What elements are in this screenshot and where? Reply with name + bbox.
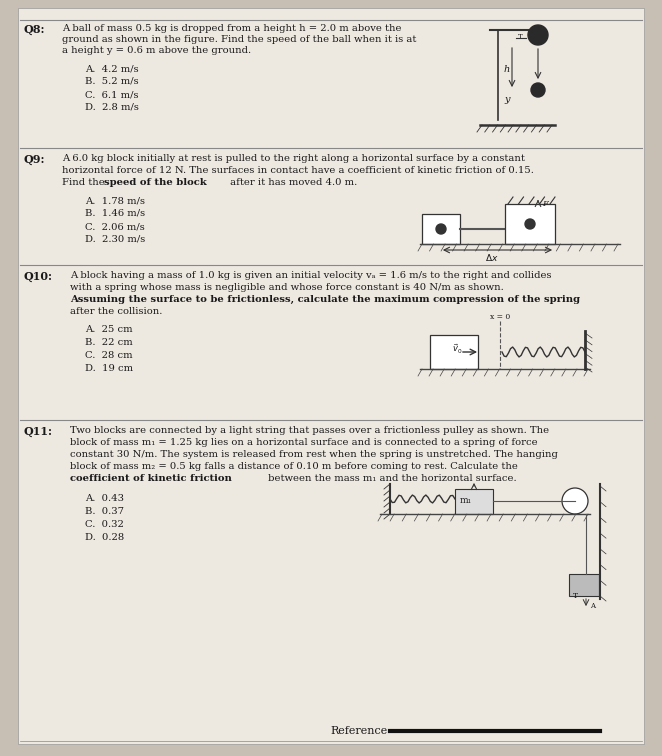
Circle shape	[531, 83, 545, 97]
Text: constant 30 N/m. The system is released from rest when the spring is unstretched: constant 30 N/m. The system is released …	[70, 450, 558, 459]
Text: A block having a mass of 1.0 kg is given an initial velocity vₐ = 1.6 m/s to the: A block having a mass of 1.0 kg is given…	[70, 271, 551, 280]
Text: T: T	[518, 33, 523, 41]
Text: block of mass m₂ = 0.5 kg falls a distance of 0.10 m before coming to rest. Calc: block of mass m₂ = 0.5 kg falls a distan…	[70, 462, 518, 471]
Text: y: y	[504, 95, 510, 104]
Text: speed of the block: speed of the block	[104, 178, 207, 187]
Text: m₁: m₁	[460, 496, 472, 505]
Bar	[422, 214, 460, 244]
Text: Two blocks are connected by a light string that passes over a frictionless pulle: Two blocks are connected by a light stri…	[70, 426, 549, 435]
Text: Find the: Find the	[62, 178, 108, 187]
Text: A.  0.43: A. 0.43	[85, 494, 124, 503]
Text: A.  25 cm: A. 25 cm	[85, 325, 132, 334]
Text: ground as shown in the figure. Find the speed of the ball when it is at: ground as shown in the figure. Find the …	[62, 35, 416, 44]
Circle shape	[525, 219, 535, 229]
Bar	[569, 574, 599, 596]
Text: F: F	[542, 200, 547, 208]
Text: C.  0.32: C. 0.32	[85, 520, 124, 529]
Text: C.  28 cm: C. 28 cm	[85, 351, 132, 360]
Text: h: h	[504, 65, 510, 74]
Text: D.  2.8 m/s: D. 2.8 m/s	[85, 103, 139, 112]
Text: D.  19 cm: D. 19 cm	[85, 364, 133, 373]
Text: after the collision.: after the collision.	[70, 307, 162, 316]
Circle shape	[562, 488, 588, 514]
Text: Reference: Reference	[330, 726, 387, 736]
Text: B.  5.2 m/s: B. 5.2 m/s	[85, 77, 138, 86]
Text: A.  1.78 m/s: A. 1.78 m/s	[85, 196, 145, 205]
Text: D.  2.30 m/s: D. 2.30 m/s	[85, 235, 145, 244]
Text: coefficient of kinetic friction: coefficient of kinetic friction	[70, 474, 232, 483]
Text: B.  1.46 m/s: B. 1.46 m/s	[85, 209, 145, 218]
Text: C.  2.06 m/s: C. 2.06 m/s	[85, 222, 145, 231]
Text: a height y = 0.6 m above the ground.: a height y = 0.6 m above the ground.	[62, 46, 251, 55]
Text: $\vec{v}_0$: $\vec{v}_0$	[452, 343, 462, 356]
Text: A.  4.2 m/s: A. 4.2 m/s	[85, 64, 138, 73]
Text: T: T	[573, 592, 578, 600]
Bar	[430, 335, 478, 369]
Text: B.  22 cm: B. 22 cm	[85, 338, 133, 347]
Text: between the mass m₁ and the horizontal surface.: between the mass m₁ and the horizontal s…	[265, 474, 516, 483]
Text: D.  0.28: D. 0.28	[85, 533, 124, 542]
Text: x = 0: x = 0	[490, 313, 510, 321]
Text: $\Delta x$: $\Delta x$	[485, 252, 498, 263]
Text: B.  0.37: B. 0.37	[85, 507, 124, 516]
Text: Q8:: Q8:	[24, 24, 46, 35]
Text: Q11:: Q11:	[24, 426, 53, 437]
Text: horizontal force of 12 N. The surfaces in contact have a coefficient of kinetic : horizontal force of 12 N. The surfaces i…	[62, 166, 534, 175]
Circle shape	[528, 25, 548, 45]
Text: A ball of mass 0.5 kg is dropped from a height h = 2.0 m above the: A ball of mass 0.5 kg is dropped from a …	[62, 24, 401, 33]
Text: A: A	[590, 602, 595, 610]
Text: Q9:: Q9:	[24, 154, 46, 165]
Bar	[505, 204, 555, 244]
Text: after it has moved 4.0 m.: after it has moved 4.0 m.	[227, 178, 357, 187]
Circle shape	[436, 224, 446, 234]
Text: Assuming the surface to be frictionless, calculate the maximum compression of th: Assuming the surface to be frictionless,…	[70, 295, 580, 304]
Text: with a spring whose mass is negligible and whose force constant is 40 N/m as sho: with a spring whose mass is negligible a…	[70, 283, 504, 292]
Text: Q10:: Q10:	[24, 271, 53, 282]
Text: A 6.0 kg block initially at rest is pulled to the right along a horizontal surfa: A 6.0 kg block initially at rest is pull…	[62, 154, 525, 163]
Bar	[455, 489, 493, 514]
Text: block of mass m₁ = 1.25 kg lies on a horizontal surface and is connected to a sp: block of mass m₁ = 1.25 kg lies on a hor…	[70, 438, 538, 447]
Text: C.  6.1 m/s: C. 6.1 m/s	[85, 90, 138, 99]
